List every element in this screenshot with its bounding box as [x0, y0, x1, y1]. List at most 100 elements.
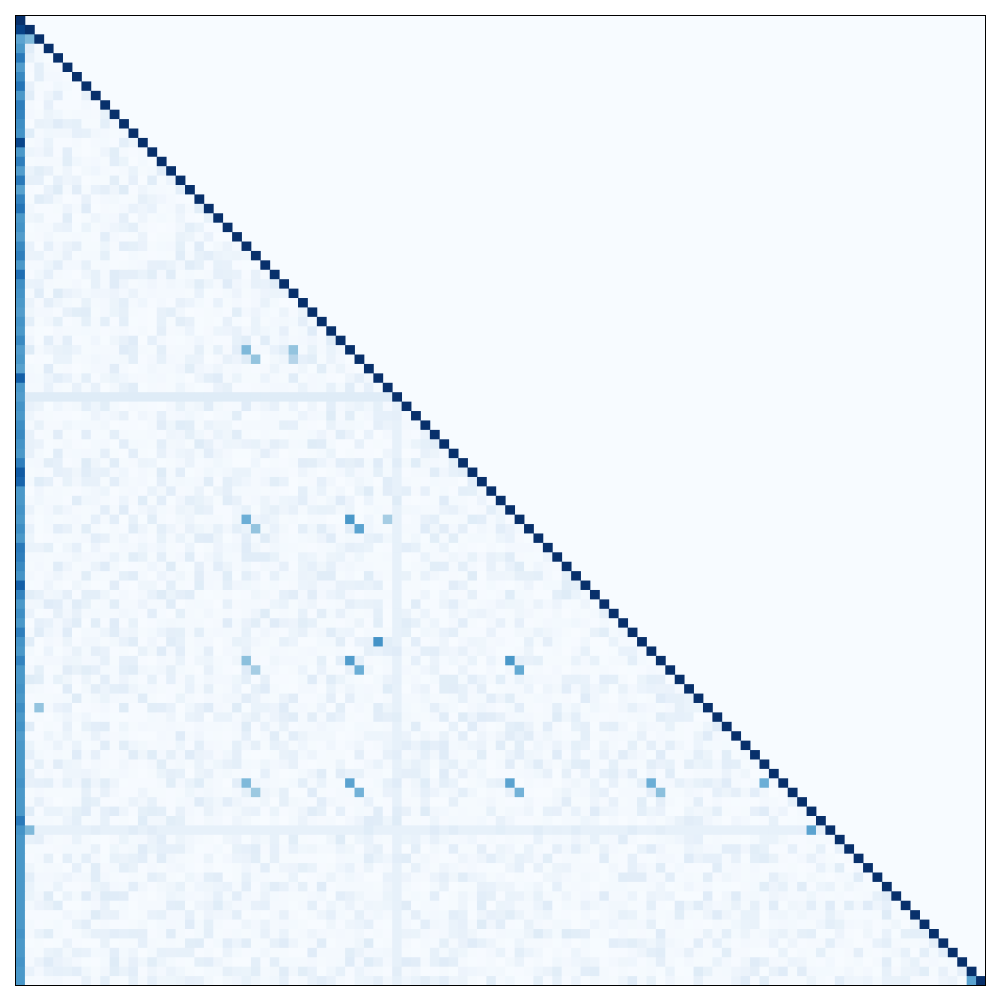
heatmap-cell [72, 514, 82, 525]
heatmap-cell [731, 740, 742, 751]
heatmap-cell [269, 571, 280, 581]
heatmap-cell [100, 571, 111, 581]
heatmap-cell [53, 900, 63, 911]
heatmap-cell [354, 947, 365, 958]
heatmap-cell [24, 137, 35, 148]
heatmap-cell [260, 721, 271, 732]
heatmap-cell [175, 213, 186, 224]
heatmap-cell [411, 702, 421, 713]
heatmap-cell [401, 806, 412, 817]
heatmap-cell [128, 618, 139, 629]
heatmap-cell [684, 844, 694, 855]
heatmap-cell [476, 495, 487, 506]
heatmap-cell [429, 919, 440, 930]
heatmap-cell [147, 524, 158, 534]
heatmap-cell [542, 919, 553, 930]
heatmap-cell [90, 533, 101, 544]
heatmap-cell [721, 815, 732, 826]
heatmap-cell [505, 806, 516, 817]
heatmap-cell [307, 363, 318, 374]
heatmap-cell [100, 947, 111, 958]
heatmap-cell [495, 514, 506, 525]
heatmap-cell [203, 307, 214, 318]
heatmap-cell [787, 938, 798, 949]
heatmap-cell [420, 702, 431, 713]
heatmap-cell [561, 825, 572, 836]
heatmap-cell [203, 797, 214, 807]
heatmap-cell [467, 759, 478, 770]
heatmap-cell [495, 759, 506, 770]
heatmap-cell [81, 363, 92, 374]
heatmap-cell [345, 702, 355, 713]
heatmap-cell [750, 891, 760, 902]
heatmap-cell [147, 203, 158, 214]
heatmap-cell [599, 712, 610, 723]
heatmap-cell [335, 552, 346, 563]
heatmap-cell [222, 345, 233, 355]
heatmap-cell [213, 269, 224, 280]
heatmap-cell [128, 646, 139, 657]
heatmap-cell [43, 307, 54, 318]
heatmap-cell [354, 429, 365, 440]
heatmap-cell [891, 929, 902, 939]
heatmap-cell [345, 712, 355, 723]
heatmap-cell [665, 929, 676, 939]
heatmap-cell [561, 806, 572, 817]
heatmap-cell [392, 599, 403, 610]
heatmap-cell [90, 269, 101, 280]
heatmap-cell [232, 853, 242, 864]
heatmap-cell [298, 881, 308, 892]
heatmap-cell [137, 495, 148, 506]
heatmap-cell [392, 665, 403, 676]
heatmap-cell [693, 778, 704, 789]
heatmap-cell [34, 166, 45, 176]
heatmap-cell-diagonal [476, 476, 487, 487]
heatmap-cell [354, 599, 365, 610]
heatmap-cell [175, 655, 186, 666]
heatmap-cell [731, 853, 742, 864]
heatmap-cell [81, 269, 92, 280]
heatmap-cell [222, 439, 233, 450]
heatmap-cell [580, 721, 591, 732]
heatmap-cell [241, 947, 252, 958]
heatmap-cell [119, 919, 129, 930]
heatmap-cell [156, 561, 167, 572]
heatmap-cell [119, 533, 129, 544]
heatmap-cell [326, 420, 337, 431]
heatmap-cell [166, 834, 176, 845]
heatmap-cell [260, 561, 271, 572]
heatmap-cell [458, 693, 468, 704]
heatmap-cell [363, 731, 374, 742]
heatmap-cell [326, 439, 337, 450]
heatmap-cell [34, 533, 45, 544]
heatmap-cell [185, 929, 195, 939]
heatmap-cell [363, 608, 374, 619]
heatmap-cell [646, 721, 657, 732]
heatmap-cell [137, 429, 148, 440]
heatmap-cell [119, 335, 129, 346]
heatmap-cell [109, 185, 120, 195]
heatmap-cell [448, 872, 459, 883]
heatmap-cell [279, 646, 290, 657]
heatmap-cell [24, 53, 35, 63]
heatmap-cell [185, 853, 195, 864]
heatmap-cell [307, 759, 318, 770]
heatmap-cell [684, 778, 694, 789]
heatmap-cell [768, 853, 779, 864]
heatmap-cell [345, 571, 355, 581]
heatmap-cell [542, 655, 553, 666]
heatmap-cell [62, 175, 73, 186]
heatmap-cell [100, 307, 111, 318]
heatmap-cell [853, 863, 864, 873]
heatmap-cell [53, 684, 63, 694]
heatmap-cell [100, 759, 111, 770]
heatmap-cell [222, 618, 233, 629]
heatmap-cell [100, 486, 111, 497]
heatmap-cell [684, 702, 694, 713]
heatmap-cell [420, 589, 431, 600]
heatmap-cell [307, 580, 318, 591]
heatmap-cell [24, 759, 35, 770]
heatmap-cell [137, 881, 148, 892]
heatmap-cell [100, 665, 111, 676]
heatmap-cell [175, 222, 186, 233]
